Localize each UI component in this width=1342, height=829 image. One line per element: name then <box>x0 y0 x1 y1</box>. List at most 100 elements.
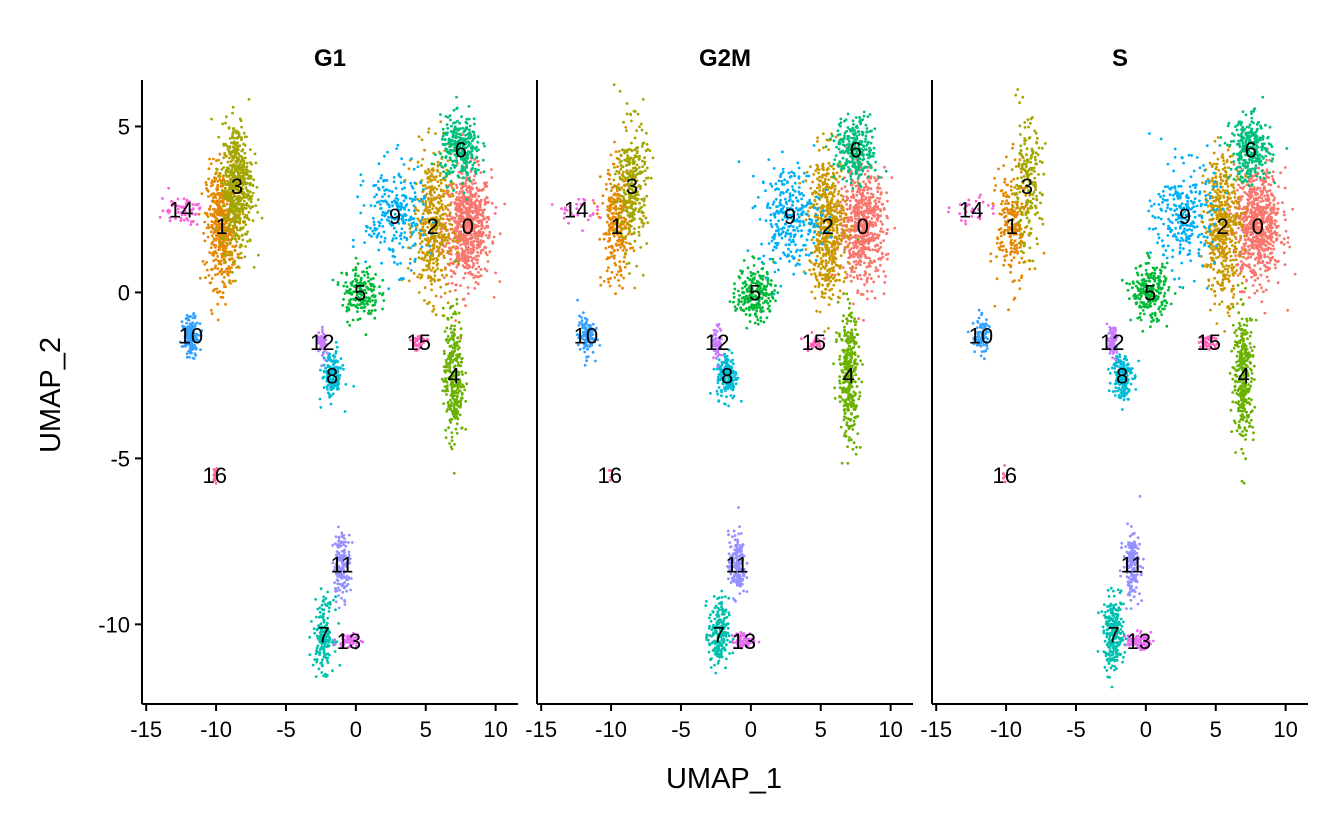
point-cluster-3 <box>220 168 224 171</box>
point-cluster-1 <box>212 259 216 262</box>
point-cluster-1 <box>203 239 207 243</box>
point-cluster-1 <box>602 232 606 236</box>
point-cluster-0 <box>881 222 884 226</box>
point-cluster-3 <box>241 238 245 242</box>
point-cluster-1 <box>622 260 626 264</box>
point-cluster-0 <box>852 302 855 306</box>
point-cluster-3 <box>245 202 248 206</box>
point-cluster-0 <box>485 220 489 224</box>
point-cluster-1 <box>220 272 224 276</box>
point-cluster-7 <box>322 608 326 612</box>
point-cluster-9 <box>383 236 387 240</box>
point-cluster-0 <box>455 186 459 189</box>
point-cluster-6 <box>452 108 456 112</box>
point-cluster-5 <box>354 266 358 270</box>
point-cluster-1 <box>234 191 238 195</box>
point-cluster-0 <box>470 201 474 205</box>
point-cluster-2 <box>437 253 441 257</box>
point-cluster-0 <box>861 189 865 192</box>
point-cluster-10 <box>188 355 191 359</box>
point-cluster-2 <box>407 167 411 171</box>
point-cluster-9 <box>399 261 402 265</box>
point-cluster-9 <box>421 216 424 219</box>
point-cluster-1 <box>613 140 616 144</box>
point-cluster-0 <box>872 280 876 284</box>
point-cluster-6 <box>456 119 459 123</box>
point-cluster-1 <box>610 270 614 274</box>
point-cluster-11 <box>343 537 346 540</box>
point-cluster-5 <box>345 285 349 289</box>
point-cluster-1 <box>215 217 219 221</box>
cluster-label-7: 7 <box>318 622 330 647</box>
point-cluster-9 <box>359 183 363 187</box>
point-cluster-4 <box>452 398 456 401</box>
point-cluster-0 <box>466 240 470 244</box>
point-cluster-2 <box>417 250 421 254</box>
point-cluster-9 <box>410 225 414 228</box>
point-cluster-5 <box>356 310 359 313</box>
point-cluster-9 <box>379 241 382 244</box>
point-cluster-0 <box>484 251 488 255</box>
point-cluster-2 <box>426 218 430 222</box>
point-cluster-5 <box>367 279 370 283</box>
point-cluster-5 <box>347 291 350 295</box>
cluster-label-10: 10 <box>179 324 203 349</box>
point-cluster-0 <box>852 260 856 264</box>
point-cluster-9 <box>409 269 413 272</box>
point-cluster-1 <box>623 255 626 259</box>
point-cluster-3 <box>221 204 225 208</box>
point-cluster-5 <box>345 271 348 275</box>
point-cluster-4 <box>449 327 453 331</box>
point-cluster-1 <box>204 180 208 184</box>
point-cluster-1 <box>200 192 204 196</box>
point-cluster-0 <box>471 187 474 191</box>
point-cluster-2 <box>448 212 452 216</box>
point-cluster-6 <box>465 166 469 169</box>
point-cluster-6 <box>463 168 467 172</box>
point-cluster-0 <box>460 247 463 251</box>
point-cluster-1 <box>615 244 618 247</box>
point-cluster-1 <box>216 179 220 183</box>
point-cluster-1 <box>605 233 608 236</box>
point-cluster-1 <box>617 239 620 243</box>
point-cluster-6 <box>475 155 479 159</box>
point-cluster-1 <box>216 188 220 191</box>
point-cluster-1 <box>608 203 612 207</box>
point-cluster-0 <box>467 210 471 213</box>
point-cluster-4 <box>453 344 457 347</box>
point-cluster-3 <box>227 280 231 284</box>
point-cluster-2 <box>431 217 434 221</box>
point-cluster-6 <box>470 153 474 156</box>
point-cluster-1 <box>216 267 220 270</box>
point-cluster-11 <box>334 587 337 590</box>
point-cluster-1 <box>624 241 628 245</box>
point-cluster-3 <box>221 241 225 245</box>
point-cluster-7 <box>327 610 331 613</box>
point-cluster-1 <box>213 230 217 234</box>
point-cluster-0 <box>464 260 468 264</box>
point-cluster-6 <box>441 135 445 138</box>
point-cluster-4 <box>452 394 455 397</box>
point-cluster-1 <box>598 175 602 179</box>
point-cluster-0 <box>472 224 475 228</box>
point-cluster-1 <box>212 221 216 225</box>
point-cluster-14 <box>195 223 199 226</box>
point-cluster-0 <box>476 282 480 286</box>
point-cluster-2 <box>423 184 427 187</box>
point-cluster-14 <box>161 197 164 200</box>
point-cluster-9 <box>372 220 376 224</box>
point-cluster-1 <box>218 270 222 274</box>
point-cluster-4 <box>441 389 445 393</box>
point-cluster-6 <box>462 176 465 180</box>
point-cluster-0 <box>879 241 883 245</box>
point-cluster-2 <box>444 283 448 286</box>
point-cluster-6 <box>474 167 477 171</box>
point-cluster-9 <box>396 143 400 147</box>
point-cluster-3 <box>238 228 242 232</box>
point-cluster-9 <box>401 194 404 197</box>
point-cluster-0 <box>866 289 869 293</box>
point-cluster-0 <box>466 186 469 190</box>
point-cluster-0 <box>460 187 463 190</box>
point-cluster-9 <box>407 208 411 212</box>
point-cluster-14 <box>189 223 193 227</box>
